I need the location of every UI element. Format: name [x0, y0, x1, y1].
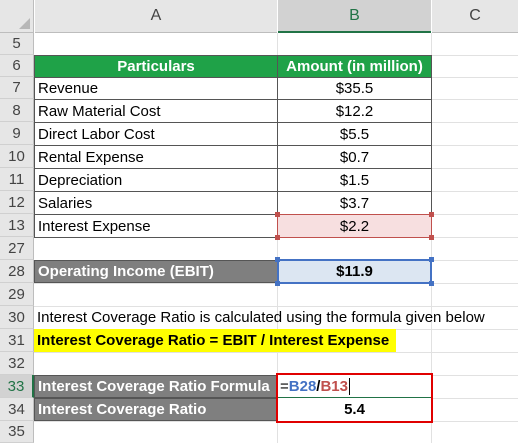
result-label[interactable]: Interest Coverage Ratio	[34, 398, 278, 421]
particular-cell[interactable]: Direct Labor Cost	[34, 122, 278, 146]
range-handle[interactable]	[275, 281, 280, 286]
gridline	[34, 352, 518, 353]
row-header[interactable]: 5	[0, 33, 34, 55]
formula-equals: =	[280, 377, 289, 395]
ebit-value[interactable]: $11.9	[275, 257, 434, 286]
row-header[interactable]: 7	[0, 77, 34, 99]
amount-cell[interactable]: $5.5	[277, 122, 432, 146]
row-header[interactable]: 35	[0, 421, 34, 443]
range-handle[interactable]	[275, 257, 280, 262]
formula-note[interactable]: Interest Coverage Ratio is calculated us…	[37, 309, 485, 326]
row-header[interactable]: 28	[0, 260, 34, 283]
range-handle[interactable]	[429, 281, 434, 286]
row-header[interactable]: 8	[0, 99, 34, 122]
ebit-value-text: $11.9	[336, 263, 373, 280]
table-header-amount[interactable]: Amount (in million)	[277, 55, 432, 78]
particular-cell[interactable]: Raw Material Cost	[34, 99, 278, 123]
select-all-corner[interactable]	[0, 0, 34, 33]
amount-cell[interactable]: $35.5	[277, 77, 432, 100]
range-handle[interactable]	[275, 235, 280, 240]
formula-divide: /	[316, 377, 321, 395]
row-header[interactable]: 11	[0, 168, 34, 191]
amount-cell[interactable]: $0.7	[277, 145, 432, 169]
particular-cell[interactable]: Interest Expense	[34, 214, 278, 238]
ebit-label[interactable]: Operating Income (EBIT)	[34, 260, 278, 283]
row-header[interactable]: 13	[0, 214, 34, 237]
formula-input-cell[interactable]: = B28 / B13	[277, 375, 432, 398]
particular-cell[interactable]: Revenue	[34, 77, 278, 100]
table-header-particulars[interactable]: Particulars	[34, 55, 278, 78]
formula-label[interactable]: Interest Coverage Ratio Formula	[34, 375, 278, 398]
amount-cell[interactable]: $1.5	[277, 168, 432, 192]
formula-ref-b28: B28	[288, 377, 317, 395]
amount-cell-text: $2.2	[339, 217, 370, 235]
range-handle[interactable]	[429, 235, 434, 240]
range-handle[interactable]	[429, 257, 434, 262]
amount-cell[interactable]: $3.7	[277, 191, 432, 215]
range-handle[interactable]	[429, 212, 434, 217]
row-header-selected[interactable]: 33	[0, 375, 34, 398]
row-header[interactable]: 10	[0, 145, 34, 168]
particular-cell[interactable]: Rental Expense	[34, 145, 278, 169]
row-header[interactable]: 30	[0, 306, 34, 329]
row-header[interactable]: 29	[0, 283, 34, 306]
interest-expense-value[interactable]: $2.2	[275, 212, 434, 240]
row-header[interactable]: 31	[0, 329, 34, 352]
column-header-c[interactable]: C	[432, 0, 518, 33]
text-cursor	[349, 377, 350, 395]
row-header[interactable]: 12	[0, 191, 34, 214]
row-header[interactable]: 32	[0, 352, 34, 375]
gridline	[34, 306, 518, 307]
row-header[interactable]: 9	[0, 122, 34, 145]
column-header-a[interactable]: A	[35, 0, 277, 33]
particular-cell[interactable]: Depreciation	[34, 168, 278, 192]
formula-highlight[interactable]: Interest Coverage Ratio = EBIT / Interes…	[34, 329, 396, 352]
formula-ref-b13: B13	[320, 377, 348, 395]
row-header[interactable]: 27	[0, 237, 34, 260]
row-header[interactable]: 34	[0, 398, 34, 421]
row-header[interactable]: 6	[0, 55, 34, 77]
gridline	[34, 421, 518, 422]
particular-cell[interactable]: Salaries	[34, 191, 278, 215]
column-header-b[interactable]: B	[278, 0, 431, 33]
result-value[interactable]: 5.4	[277, 398, 432, 421]
amount-cell[interactable]: $12.2	[277, 99, 432, 123]
range-handle[interactable]	[275, 212, 280, 217]
